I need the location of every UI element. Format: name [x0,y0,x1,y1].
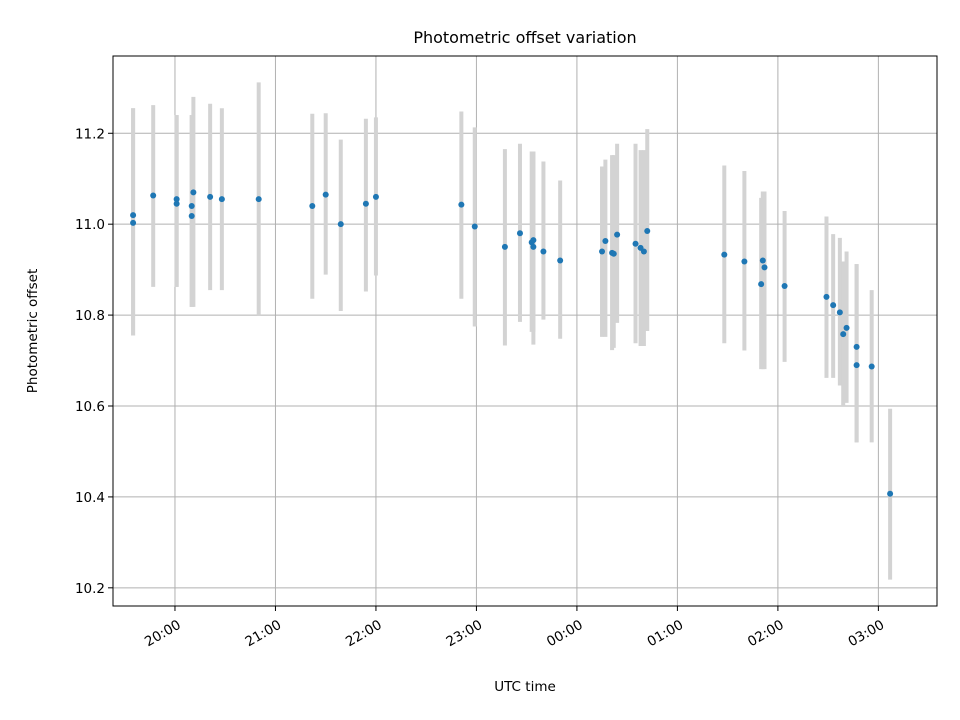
x-tick-label: 21:00 [243,617,285,650]
y-tick-label: 10.4 [75,490,105,506]
data-point [721,251,728,258]
data-point [614,231,621,238]
plot-frame [112,55,938,607]
data-point [372,193,379,200]
data-point [599,248,606,255]
x-tick-label: 03:00 [845,617,887,650]
x-tick-label: 22:00 [343,617,385,650]
data-point [501,243,508,250]
data-point [758,281,765,288]
data-point [853,362,860,369]
data-point [644,228,651,234]
errorbar-layer [131,82,893,580]
x-tick-label: 02:00 [745,617,787,650]
data-point [190,189,197,196]
data-point [887,490,894,497]
data-point [530,243,537,250]
y-tick-label: 10.8 [75,308,105,324]
point-layer [130,189,894,497]
chart-title: Photometric offset variation [413,28,636,47]
y-tick-label: 10.2 [75,581,105,597]
data-point [218,196,225,203]
data-point [868,363,875,370]
x-tick-label: 20:00 [142,617,184,650]
data-point [458,201,465,208]
data-point [843,324,850,331]
x-tick-label: 00:00 [544,617,586,650]
data-point [741,258,748,265]
data-point [188,213,195,219]
data-point [188,203,195,209]
x-tick-label: 01:00 [645,617,687,650]
data-point [255,196,262,203]
data-point [840,331,847,338]
data-point [823,293,830,300]
grid-layer [113,56,937,606]
data-point [150,192,157,199]
data-point [516,230,523,237]
data-point [362,200,369,207]
data-point [173,196,180,203]
data-point [830,302,837,309]
data-point [130,219,137,226]
data-point [836,309,843,316]
data-point [610,250,617,257]
data-point [853,343,860,350]
data-point [632,240,639,247]
data-point [759,257,766,264]
y-tick-label: 10.6 [75,399,105,415]
data-point [602,238,609,244]
data-point [207,193,214,200]
data-point [322,191,329,198]
data-point [640,248,647,255]
data-point [130,212,137,219]
y-tick-label: 11.0 [75,217,105,233]
data-point [761,264,768,271]
x-tick-label: 23:00 [444,617,486,650]
y-tick-label: 11.2 [75,126,105,142]
data-point [557,257,564,264]
x-axis-label: UTC time [494,679,556,695]
data-point [309,203,316,209]
data-point [337,221,344,228]
data-point [471,223,478,230]
data-point [173,200,180,207]
data-point [781,283,788,289]
data-point [530,237,537,244]
data-point [540,248,547,255]
y-axis-label: Photometric offset [25,269,41,393]
